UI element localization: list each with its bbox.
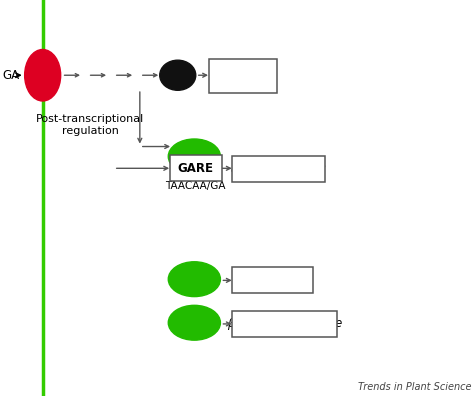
Text: Trends in Plant Science: Trends in Plant Science [358,382,472,392]
FancyBboxPatch shape [170,155,222,181]
Ellipse shape [168,262,220,297]
Text: GAMYB: GAMYB [222,70,264,83]
Text: β1-3,1-4 Glucanase: β1-3,1-4 Glucanase [227,317,342,330]
Circle shape [160,60,196,90]
Ellipse shape [168,305,220,340]
Text: Cathepsin B: Cathepsin B [237,274,308,287]
Text: GA: GA [2,69,19,82]
Text: TAACAA/GA: TAACAA/GA [165,181,226,191]
Text: α-Amy1/α-Amy2: α-Amy1/α-Amy2 [230,163,327,176]
Text: Post-transcriptional
regulation: Post-transcriptional regulation [36,114,144,135]
Text: GAMYB: GAMYB [173,274,216,284]
FancyBboxPatch shape [232,311,337,337]
Ellipse shape [168,139,220,174]
Text: GAMYB: GAMYB [173,151,216,162]
FancyBboxPatch shape [232,156,325,182]
FancyBboxPatch shape [209,59,277,93]
Ellipse shape [25,50,61,101]
Text: GARE: GARE [178,162,214,175]
Text: GAMYB: GAMYB [173,318,216,328]
FancyBboxPatch shape [232,267,313,293]
